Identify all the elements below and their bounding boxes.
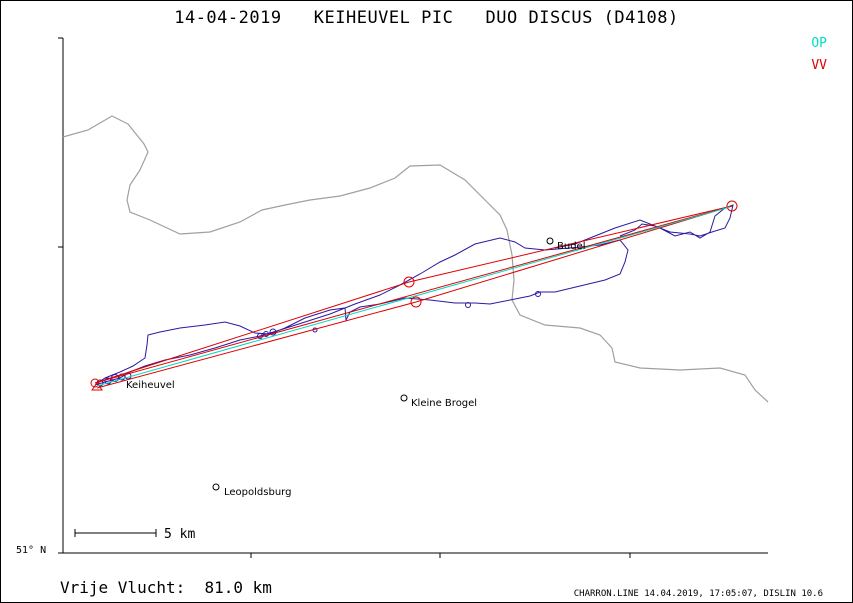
- scale-bar: 5 km: [74, 527, 195, 542]
- map-axes: [58, 37, 768, 558]
- place-keiheuvel: Keiheuvel: [126, 380, 175, 391]
- credit-label: CHARRON.LINE 14.04.2019, 17:05:07, DISLI…: [573, 589, 823, 599]
- svg-text:Leopoldsburg: Leopoldsburg: [224, 487, 291, 498]
- thermal-circles: [96, 291, 541, 387]
- country-border: [62, 115, 769, 403]
- legend-vv: VV: [811, 58, 827, 73]
- place-kleine-brogel: Kleine Brogel: [400, 394, 477, 409]
- scale-label: 5 km: [164, 527, 195, 542]
- latitude-label: 51° N: [16, 545, 47, 556]
- place-leopoldsburg: Leopoldsburg: [212, 483, 291, 498]
- vv-legs: [90, 200, 738, 391]
- page-title: 14-04-2019 KEIHEUVEL PIC DUO DISCUS (D41…: [174, 8, 679, 28]
- distance-label: Vrije Vlucht: 81.0 km: [60, 578, 272, 597]
- op-leg: [96, 206, 731, 387]
- legend-op: OP: [811, 36, 827, 51]
- svg-text:Kleine Brogel: Kleine Brogel: [411, 398, 477, 409]
- place-budel: Budel: [546, 237, 585, 252]
- svg-text:Keiheuvel: Keiheuvel: [126, 380, 175, 391]
- svg-text:Budel: Budel: [557, 241, 585, 252]
